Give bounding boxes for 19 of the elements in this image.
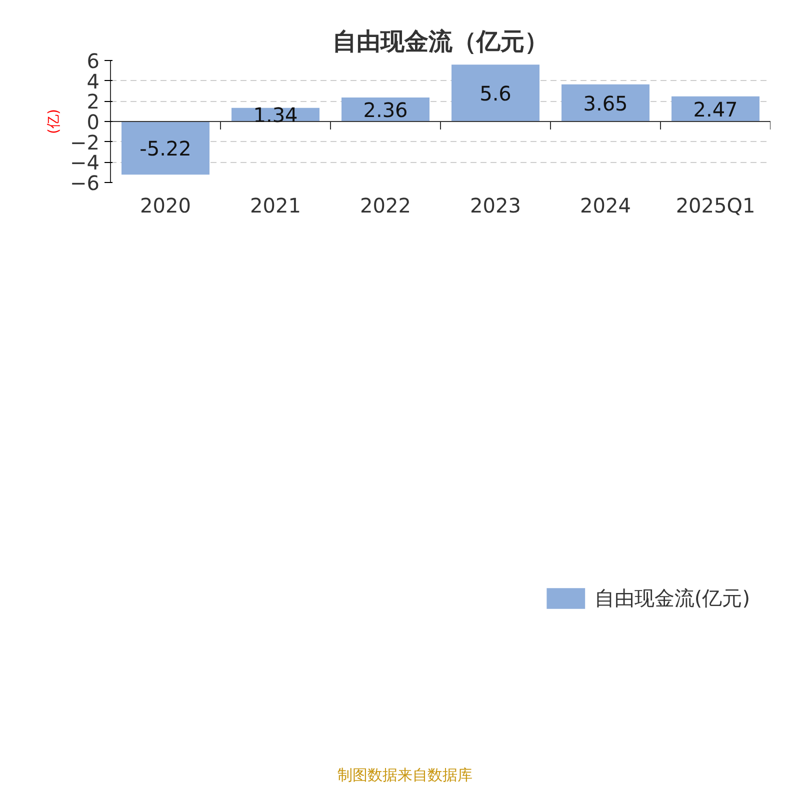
data-label: 2.47 (693, 97, 738, 122)
data-label: 1.34 (253, 103, 298, 128)
x-tick-label: 2023 (470, 194, 521, 218)
bar (452, 64, 540, 122)
data-label: -5.22 (140, 136, 192, 161)
legend-label: 自由现金流(亿元) (594, 584, 750, 612)
bar (122, 122, 210, 175)
bar (562, 84, 650, 122)
x-tick-label: 2025Q1 (676, 194, 756, 218)
x-tick-label: 2021 (250, 194, 301, 218)
text: 制图数据来自数据库 (338, 765, 472, 786)
x-tick-label: 2022 (360, 194, 411, 218)
x-tick-label: 2020 (140, 194, 191, 218)
x-tick-label: 2024 (580, 194, 631, 218)
y-axis-title: (亿) (46, 109, 62, 134)
data-label: 2.36 (363, 98, 408, 122)
data-label: 3.65 (583, 91, 628, 116)
chart-title: 自由现金流（亿元） (332, 28, 548, 56)
data-label: 5.6 (480, 82, 512, 106)
